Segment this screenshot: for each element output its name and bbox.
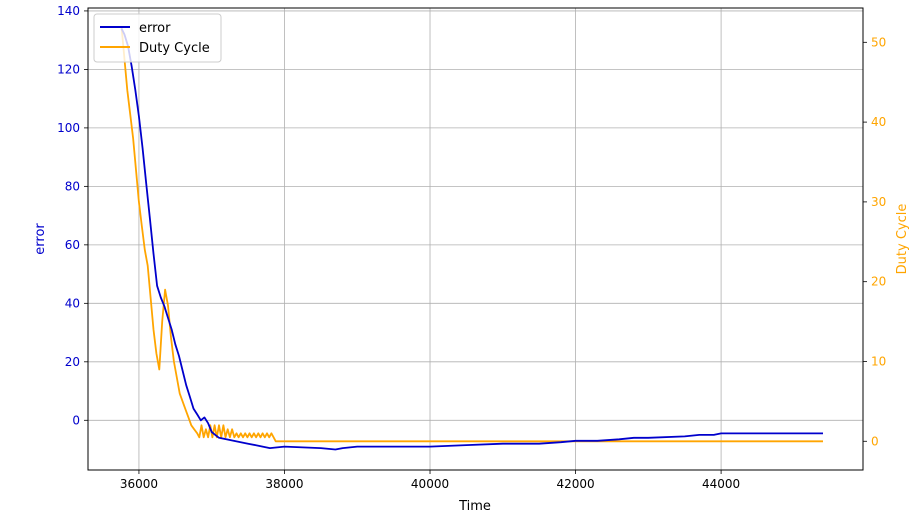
legend-duty-label: Duty Cycle [139,41,210,56]
right-tick-label: 0 [871,434,879,448]
grid [88,8,863,470]
right-tick-label: 10 [871,354,886,368]
right-tick-label: 30 [871,195,886,209]
left-axis-ticks: 0 20 40 60 80 100 120 140 [57,4,88,427]
left-tick-label: 40 [65,296,80,310]
legend: error Duty Cycle [93,13,222,63]
left-tick-label: 100 [57,121,80,135]
plot-frame [87,7,864,471]
duty-cycle-series [120,26,823,443]
left-tick-label: 120 [57,62,80,76]
x-tick-label: 38000 [265,477,303,491]
left-tick-label: 0 [72,413,80,427]
left-tick-label: 60 [65,238,80,252]
left-tick-label: 80 [65,179,80,193]
x-axis-label: Time [458,499,491,514]
x-tick-label: 42000 [556,477,594,491]
error-series [120,28,823,451]
x-tick-label: 36000 [120,477,158,491]
right-tick-label: 50 [871,35,886,49]
x-tick-label: 40000 [411,477,449,491]
right-axis-label: Duty Cycle [895,204,910,275]
legend-error-label: error [139,21,171,36]
error-line [120,28,823,451]
duty-cycle-line [120,26,823,443]
x-tick-label: 44000 [702,477,740,491]
left-axis-label: error [33,223,48,255]
right-axis-ticks: 0 10 20 30 40 50 [863,35,886,448]
left-tick-label: 140 [57,4,80,18]
left-tick-label: 20 [65,355,80,369]
right-tick-label: 20 [871,275,886,289]
x-axis-ticks: 36000 38000 40000 42000 44000 [120,470,740,491]
right-tick-label: 40 [871,115,886,129]
